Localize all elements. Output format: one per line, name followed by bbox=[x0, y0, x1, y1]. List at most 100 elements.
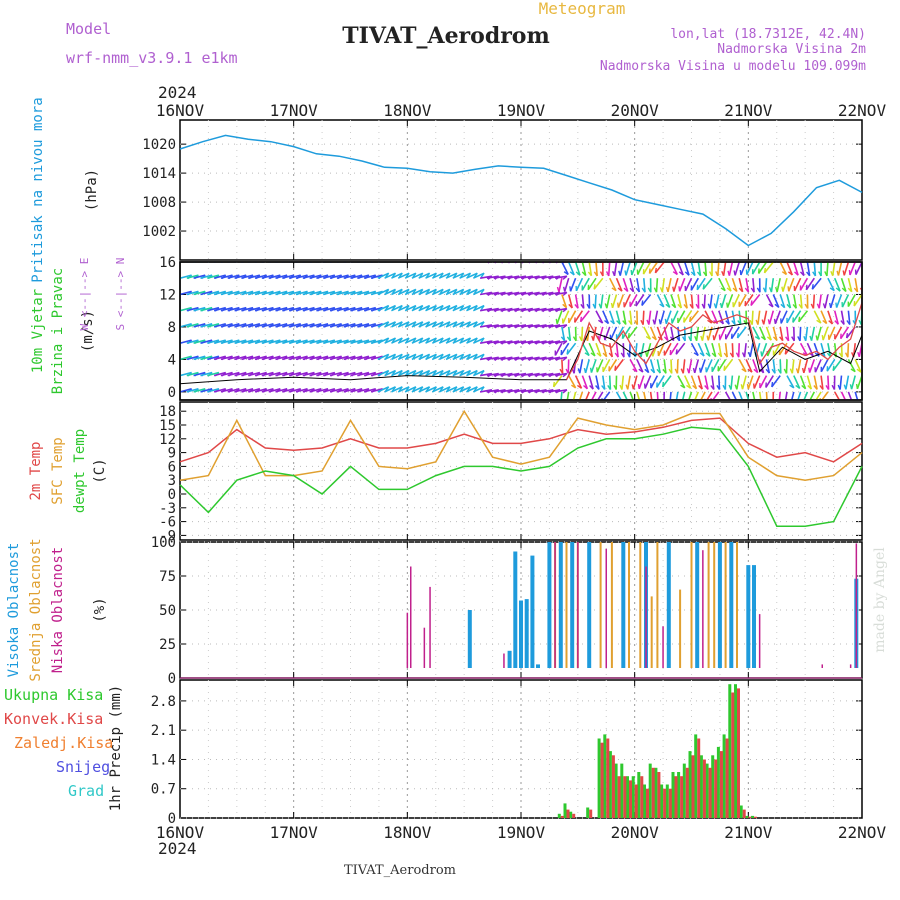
wind-arrow bbox=[254, 388, 267, 393]
wind-arrowhead bbox=[412, 321, 417, 327]
cloud-bar bbox=[565, 542, 568, 668]
wind-arrow bbox=[363, 339, 376, 344]
wind-arrowhead bbox=[771, 381, 774, 387]
wind-arrow bbox=[567, 326, 572, 341]
wind-arrowhead bbox=[590, 352, 596, 357]
wind-arrow bbox=[799, 326, 802, 341]
wind-arrowhead bbox=[426, 386, 431, 392]
wind-arrowhead bbox=[781, 286, 784, 292]
wind-arrow bbox=[747, 375, 754, 390]
wind-arrowhead bbox=[754, 336, 760, 340]
wind-arrow bbox=[322, 306, 336, 312]
wind-arrowhead bbox=[734, 384, 738, 390]
wind-arrow bbox=[397, 321, 410, 328]
wind-arrow bbox=[811, 277, 822, 290]
wind-arrow bbox=[466, 369, 478, 377]
wind-arrowhead bbox=[405, 353, 410, 359]
wind-arrow bbox=[261, 323, 274, 328]
wind-arrow bbox=[486, 356, 499, 361]
wind-arrowhead bbox=[412, 288, 417, 294]
wind-arrow bbox=[452, 353, 465, 361]
y-tick-label: 9 bbox=[168, 446, 176, 462]
wind-arrow bbox=[234, 355, 247, 361]
wind-arrowhead bbox=[831, 384, 836, 390]
wind-arrow bbox=[309, 323, 322, 328]
wind-arrow bbox=[840, 310, 845, 325]
wind-arrow bbox=[606, 294, 611, 309]
wind-arrow bbox=[554, 342, 563, 356]
wind-arrow bbox=[687, 391, 693, 400]
wind-arrowhead bbox=[608, 352, 613, 358]
wind-arrow bbox=[638, 375, 645, 390]
wind-arrow bbox=[479, 372, 493, 377]
wind-arrow bbox=[752, 278, 755, 293]
cloud-bar bbox=[406, 612, 409, 668]
x-tick-label-top: 17NOV bbox=[270, 101, 319, 120]
wind-arrow bbox=[766, 342, 775, 357]
wind-arrow bbox=[574, 375, 583, 389]
x-tick-label-bottom: 17NOV bbox=[270, 823, 319, 842]
wind-arrow bbox=[234, 290, 247, 296]
precip-bar bbox=[566, 809, 570, 818]
wind-arrow bbox=[709, 294, 713, 309]
wind-arrow bbox=[596, 391, 604, 400]
wind-arrow bbox=[180, 306, 192, 312]
wind-arrowhead bbox=[756, 287, 761, 293]
wind-arrow bbox=[275, 290, 288, 296]
wind-arrowhead bbox=[858, 319, 862, 326]
wind-arrowhead bbox=[595, 385, 600, 390]
wind-arrow bbox=[602, 391, 611, 400]
wind-arrow bbox=[466, 386, 478, 393]
wind-arrowhead bbox=[795, 384, 801, 389]
wind-arrow bbox=[241, 388, 254, 393]
y-tick-label: 1008 bbox=[142, 195, 176, 211]
wind-arrowhead bbox=[652, 319, 656, 325]
wind-arrow bbox=[818, 294, 822, 309]
wind-arrow bbox=[738, 310, 742, 325]
wind-arrow bbox=[350, 371, 363, 377]
wind-arrowhead bbox=[589, 385, 594, 390]
wind-arrowhead bbox=[806, 271, 811, 277]
wind-arrowhead bbox=[598, 303, 602, 309]
wind-arrow bbox=[336, 339, 349, 344]
wind-arrowhead bbox=[744, 287, 749, 293]
wind-arrow bbox=[728, 262, 734, 276]
wind-arrow bbox=[514, 275, 527, 279]
wind-arrow bbox=[459, 353, 471, 361]
wind-arrow bbox=[608, 358, 618, 372]
wind-arrow bbox=[431, 288, 444, 296]
wind-arrowhead bbox=[659, 287, 663, 293]
wind-arrow bbox=[772, 342, 781, 356]
wind-arrow bbox=[527, 389, 540, 393]
wind-arrowhead bbox=[706, 335, 709, 341]
wind-arrowhead bbox=[446, 370, 451, 376]
wind-arrow bbox=[520, 291, 533, 296]
wind-arrowhead bbox=[562, 356, 568, 362]
wind-arrow bbox=[636, 391, 641, 400]
wind-arrowhead bbox=[713, 303, 717, 309]
wind-arrow bbox=[391, 321, 403, 328]
wind-arrowhead bbox=[726, 287, 732, 292]
wind-arrow bbox=[642, 262, 652, 275]
wind-arrow bbox=[343, 306, 356, 312]
wind-arrow bbox=[689, 310, 699, 323]
wind-arrowhead bbox=[439, 272, 444, 278]
wind-arrow bbox=[736, 375, 740, 390]
wind-arrowhead bbox=[563, 271, 569, 276]
wind-arrow bbox=[472, 304, 485, 312]
wind-arrow bbox=[431, 353, 444, 361]
precip-bar bbox=[748, 816, 752, 818]
wind-arrowhead bbox=[656, 368, 661, 374]
wind-arrowhead bbox=[385, 370, 390, 376]
wind-arrow bbox=[384, 337, 396, 344]
wind-arrow bbox=[690, 342, 699, 356]
wind-arrow bbox=[839, 375, 843, 390]
wind-arrow bbox=[786, 294, 792, 309]
wind-arrow bbox=[736, 326, 747, 339]
wind-arrow bbox=[322, 388, 336, 393]
wind-arrow bbox=[452, 337, 465, 344]
precip-bar bbox=[603, 734, 607, 818]
wind-arrow bbox=[804, 326, 809, 341]
wind-arrow bbox=[615, 310, 621, 325]
wind-arrowhead bbox=[616, 320, 621, 325]
